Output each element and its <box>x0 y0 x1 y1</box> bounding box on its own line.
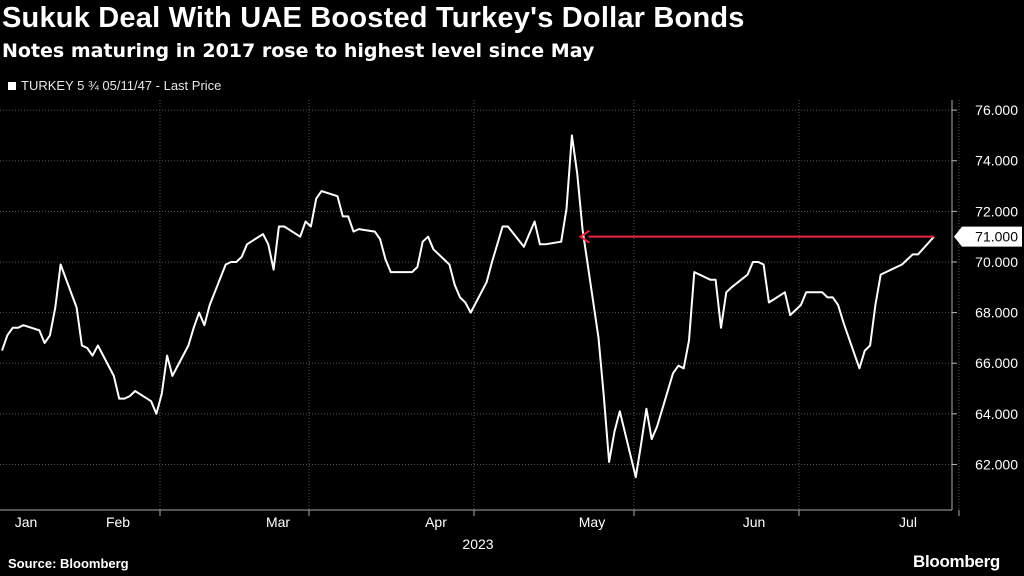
source-note: Source: Bloomberg <box>8 556 129 571</box>
x-tick-label: Jul <box>899 514 917 530</box>
last-value-label: 71.000 <box>975 229 1018 245</box>
y-tick-label: 66.000 <box>975 355 1018 371</box>
x-tick-label: May <box>579 514 605 530</box>
x-tick-label: Apr <box>425 514 447 530</box>
y-tick-label: 70.000 <box>975 254 1018 270</box>
y-tick-label: 74.000 <box>975 153 1018 169</box>
chart-title: Sukuk Deal With UAE Boosted Turkey's Dol… <box>2 2 745 34</box>
y-tick-label: 68.000 <box>975 305 1018 321</box>
x-year-label: 2023 <box>462 536 493 552</box>
x-tick-label: Jun <box>743 514 766 530</box>
y-tick-label: 76.000 <box>975 102 1018 118</box>
x-tick-label: Jan <box>15 514 38 530</box>
legend: TURKEY 5 ¾ 05/11/47 - Last Price <box>8 78 221 93</box>
x-tick-label: Mar <box>266 514 290 530</box>
y-tick-label: 64.000 <box>975 406 1018 422</box>
bloomberg-logo: Bloomberg <box>912 552 1000 571</box>
arrow-head <box>578 229 591 244</box>
y-tick-label: 72.000 <box>975 203 1018 219</box>
x-tick-label: Feb <box>106 514 130 530</box>
y-tick-label: 62.000 <box>975 456 1018 472</box>
legend-label: TURKEY 5 ¾ 05/11/47 - Last Price <box>21 78 222 93</box>
legend-swatch <box>8 81 16 90</box>
series-line <box>1 134 935 479</box>
chart-subtitle: Notes maturing in 2017 rose to highest l… <box>2 40 595 62</box>
last-value-box <box>954 226 1022 247</box>
